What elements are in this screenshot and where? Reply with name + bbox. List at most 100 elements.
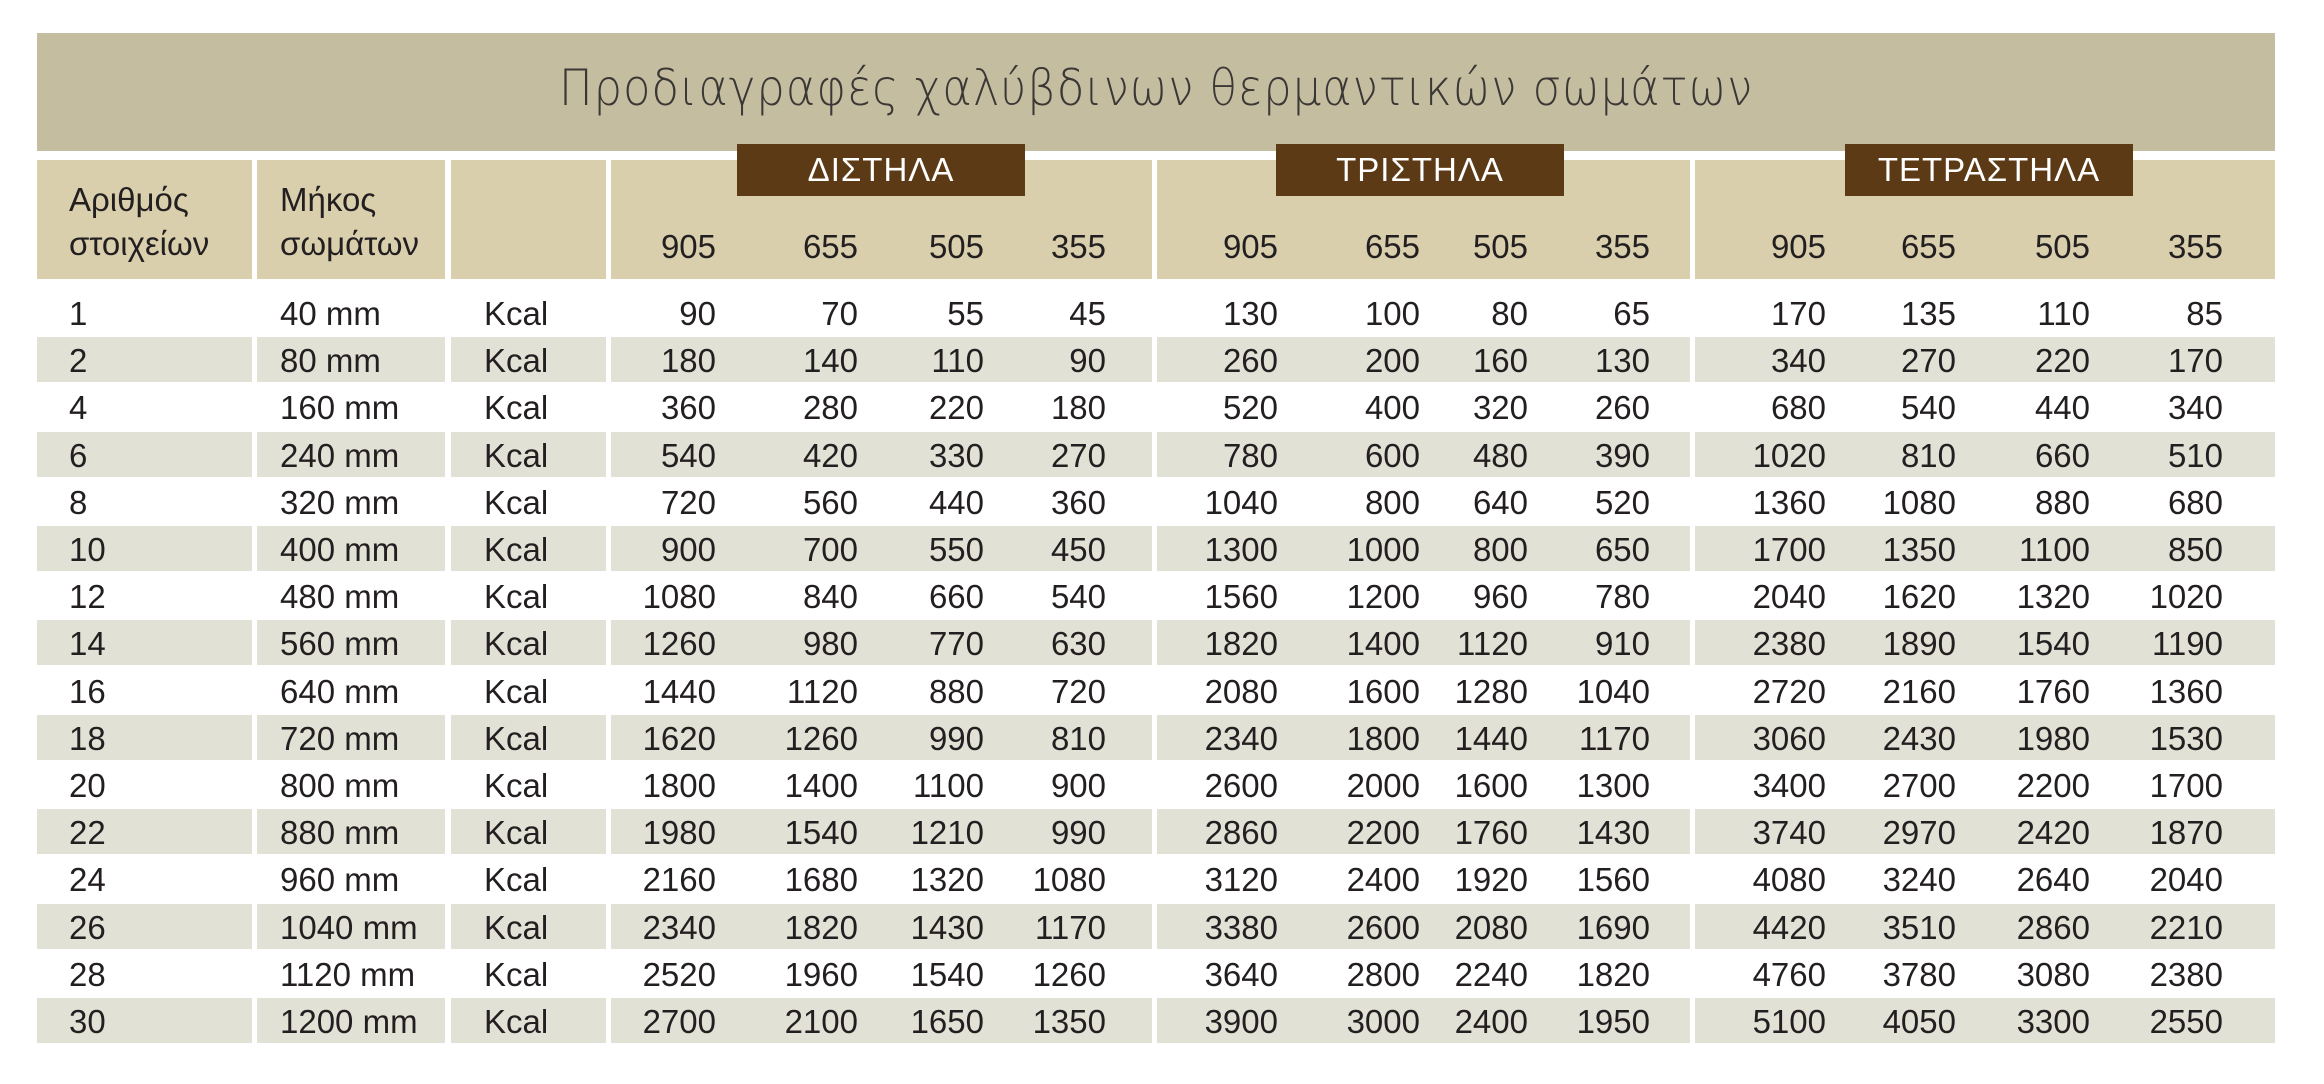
cell-kcal: 2380 (1752, 625, 1826, 663)
cell-kcal: 220 (928, 389, 984, 427)
row-shade (611, 620, 1152, 666)
row-shade (1695, 714, 2275, 760)
cell-kcal: 1600 (1346, 672, 1420, 710)
row-shade (451, 431, 606, 477)
cell-kcal: 4050 (1882, 1003, 1956, 1040)
header-height-2: 505 (928, 228, 984, 265)
row-shade (1695, 998, 2275, 1043)
cell-count: 24 (69, 861, 106, 899)
cell-length: 80 mm (280, 342, 381, 380)
cell-kcal: 1950 (1576, 1003, 1650, 1040)
cell-length: 1200 mm (280, 1003, 418, 1040)
cell-count: 28 (69, 955, 106, 993)
cell-kcal: 400 (1364, 389, 1420, 427)
cell-kcal: 1620 (1882, 578, 1956, 616)
cell-kcal: 3240 (1882, 861, 1956, 899)
cell-kcal: 520 (1222, 389, 1278, 427)
cell-kcal: 450 (1050, 531, 1106, 568)
cell-kcal: 2100 (784, 1003, 858, 1040)
cell-kcal: 680 (2167, 483, 2223, 521)
header-length-line1: Μήκος (280, 181, 377, 218)
cell-unit: Kcal (484, 436, 549, 474)
cell-kcal: 2040 (2149, 861, 2223, 899)
cell-kcal: 3380 (1204, 908, 1278, 946)
cell-kcal: 1400 (784, 767, 858, 804)
cell-kcal: 3060 (1752, 719, 1826, 757)
badge-distila: ΔΙΣΤΗΛΑ (737, 144, 1025, 196)
title-band: Προδιαγραφές χαλύβδινων θερμαντικών σωμά… (37, 33, 2275, 151)
row-shade (1157, 998, 1690, 1043)
cell-kcal: 800 (1364, 483, 1420, 521)
cell-kcal: 110 (931, 342, 984, 380)
cell-kcal: 100 (1364, 295, 1420, 332)
cell-kcal: 320 (1472, 389, 1528, 427)
cell-length: 160 mm (280, 389, 400, 427)
cell-kcal: 4420 (1752, 908, 1826, 946)
cell-kcal: 270 (1050, 436, 1106, 474)
cell-unit: Kcal (484, 625, 549, 663)
cell-kcal: 330 (928, 436, 984, 474)
header-height-0: 905 (660, 228, 716, 265)
cell-kcal: 1260 (784, 719, 858, 757)
cell-kcal: 3080 (2016, 955, 2090, 993)
cell-kcal: 2080 (1454, 908, 1528, 946)
cell-kcal: 2200 (2016, 767, 2090, 804)
cell-kcal: 220 (2034, 342, 2090, 380)
cell-kcal: 810 (1900, 436, 1956, 474)
row-shade (1695, 526, 2275, 571)
row-shade (451, 526, 606, 571)
header-height-11: 355 (2167, 228, 2223, 265)
cell-kcal: 340 (2167, 389, 2223, 427)
cell-kcal: 1020 (2149, 578, 2223, 616)
cell-kcal: 630 (1050, 625, 1106, 663)
header-count-line1: Αριθμός (69, 181, 189, 218)
cell-kcal: 1440 (1454, 719, 1528, 757)
table-row: 10 400 mm Kcal 900 700 550 450 1300 1000 800 650 17… (0, 526, 2324, 573)
cell-kcal: 1260 (642, 625, 716, 663)
row-shade (611, 337, 1152, 383)
cell-kcal: 110 (2037, 295, 2090, 332)
cell-length: 720 mm (280, 719, 400, 757)
cell-kcal: 1800 (1346, 719, 1420, 757)
row-shade (1695, 809, 2275, 855)
cell-kcal: 440 (928, 483, 984, 521)
cell-kcal: 55 (947, 295, 984, 332)
cell-kcal: 360 (660, 389, 716, 427)
cell-kcal: 1530 (2149, 719, 2223, 757)
row-shade (37, 903, 252, 949)
cell-kcal: 1430 (1576, 814, 1650, 852)
cell-kcal: 2700 (1882, 767, 1956, 804)
cell-count: 10 (69, 531, 106, 568)
cell-kcal: 1170 (1579, 719, 1650, 757)
cell-kcal: 1980 (642, 814, 716, 852)
cell-count: 1 (69, 295, 88, 332)
row-shade (1157, 620, 1690, 666)
table-row: 18 720 mm Kcal 1620 1260 990 810 2340 1800 1440 11… (0, 714, 2324, 762)
cell-kcal: 160 (1472, 342, 1528, 380)
table-row: 16 640 mm Kcal 1440 1120 880 720 2080 1600 1280 10… (0, 668, 2324, 715)
cell-kcal: 5100 (1752, 1003, 1826, 1040)
cell-kcal: 3640 (1204, 955, 1278, 993)
cell-count: 14 (69, 625, 106, 663)
cell-kcal: 2160 (642, 861, 716, 899)
cell-kcal: 850 (2167, 531, 2223, 568)
cell-kcal: 700 (802, 531, 858, 568)
cell-kcal: 1400 (1346, 625, 1420, 663)
cell-kcal: 800 (1472, 531, 1528, 568)
cell-kcal: 130 (1594, 342, 1650, 380)
cell-kcal: 1760 (2016, 672, 2090, 710)
header-height-3: 355 (1050, 228, 1106, 265)
cell-kcal: 810 (1050, 719, 1106, 757)
cell-kcal: 1870 (2149, 814, 2223, 852)
cell-kcal: 840 (802, 578, 858, 616)
cell-kcal: 260 (1222, 342, 1278, 380)
header-height-1: 655 (802, 228, 858, 265)
cell-kcal: 2430 (1882, 719, 1956, 757)
cell-kcal: 1040 (1204, 483, 1278, 521)
cell-kcal: 880 (2034, 483, 2090, 521)
cell-unit: Kcal (484, 719, 549, 757)
cell-kcal: 1620 (642, 719, 716, 757)
cell-kcal: 1080 (1032, 861, 1106, 899)
cell-kcal: 2400 (1346, 861, 1420, 899)
row-shade (611, 714, 1152, 760)
